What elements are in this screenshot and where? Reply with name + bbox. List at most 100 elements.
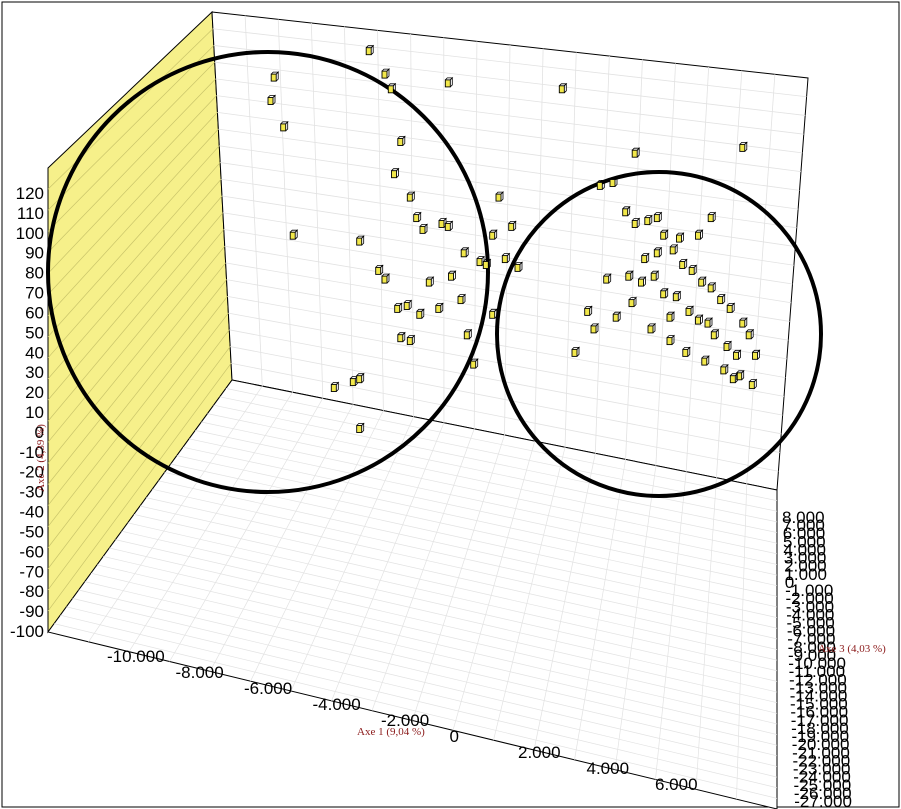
point-box-side <box>646 252 650 263</box>
point-box-face <box>723 343 730 351</box>
point-box-side <box>665 229 669 240</box>
point-box-side <box>731 302 735 313</box>
z-axis-ticks: 8.0007.0006.0005.0004.0003.0002.0001.000… <box>782 508 852 809</box>
floor-gridline-z <box>169 398 324 662</box>
point-box-side <box>494 308 498 319</box>
back-gridline-v <box>746 74 776 484</box>
back-gridline-v <box>685 66 710 472</box>
point-box-face <box>609 179 616 187</box>
data-point <box>584 305 593 316</box>
data-point <box>489 308 498 319</box>
point-box-face <box>701 357 708 366</box>
z-tick-label: -3.000 <box>786 597 834 616</box>
point-box-side <box>453 270 456 281</box>
z-tick-label: -18.000 <box>791 719 849 738</box>
point-box-face <box>495 193 502 202</box>
z-tick-label: -14.000 <box>790 687 848 706</box>
point-box-face <box>704 319 711 328</box>
data-point <box>508 220 517 231</box>
z-tick-label: -22.000 <box>793 751 851 770</box>
point-box-face <box>641 255 648 264</box>
y-tick-label: -40 <box>19 503 44 522</box>
point-box-side <box>671 334 675 345</box>
point-box-side <box>272 94 276 105</box>
point-box-face <box>698 278 705 287</box>
data-point <box>704 317 713 328</box>
floor-gridline-z <box>655 471 687 780</box>
left-gridline <box>47 229 225 443</box>
data-point <box>609 176 618 187</box>
x-tick-label: 0 <box>450 727 459 746</box>
point-box-side <box>494 229 498 240</box>
data-point <box>707 281 717 293</box>
back-gridline-v <box>277 19 293 393</box>
point-box-side <box>636 217 640 228</box>
y-tick-label: 10 <box>25 403 44 422</box>
data-point <box>571 346 580 357</box>
data-point <box>638 276 647 287</box>
data-point <box>489 229 498 240</box>
data-point <box>419 223 428 234</box>
point-box-side <box>754 378 757 389</box>
floor-gridline-z <box>128 392 293 652</box>
floor-gridline-z <box>331 422 445 701</box>
left-gridline <box>47 128 219 316</box>
z-tick-label: -12.000 <box>789 670 847 689</box>
point-box-side <box>285 120 289 132</box>
z-tick-label: -23.000 <box>793 760 851 779</box>
point-box-face <box>625 272 632 281</box>
point-box-side <box>671 311 675 322</box>
data-point <box>612 311 622 322</box>
left-gridline <box>47 162 221 359</box>
data-point <box>752 349 761 360</box>
data-point <box>397 135 406 146</box>
cluster-circle <box>46 50 490 494</box>
point-box-face <box>267 97 274 105</box>
point-box-face <box>381 275 388 284</box>
back-gridline-v <box>655 63 676 466</box>
data-point <box>669 243 679 255</box>
data-point <box>397 331 406 343</box>
data-point <box>666 311 675 322</box>
data-point <box>695 229 704 240</box>
data-point <box>685 305 694 316</box>
z-tick-label: -27.000 <box>794 792 852 809</box>
data-point <box>460 246 470 258</box>
data-point <box>631 147 641 158</box>
x-tick-label: -8.000 <box>176 663 224 682</box>
y-tick-label: -60 <box>19 542 44 561</box>
point-box-face <box>403 302 410 310</box>
point-box-face <box>571 348 578 357</box>
point-box-side <box>462 293 466 304</box>
point-box-face <box>448 272 454 281</box>
y-tick-label: 120 <box>16 184 44 203</box>
point-box-side <box>402 331 406 342</box>
data-point <box>470 358 479 369</box>
floor-gridline-z <box>452 441 536 731</box>
point-box-side <box>294 229 298 240</box>
data-point <box>688 264 698 275</box>
point-box-side <box>725 363 729 375</box>
data-point <box>631 217 641 228</box>
data-point <box>739 317 748 328</box>
floor-gridline-z <box>209 404 354 672</box>
back-gridline-v <box>534 48 544 442</box>
point-box-side <box>659 211 662 222</box>
z-tick-label: -9.000 <box>788 646 836 665</box>
point-box-side <box>608 273 612 284</box>
point-box-side <box>500 191 504 202</box>
point-box-side <box>361 372 365 383</box>
point-box-face <box>622 208 629 217</box>
point-box-face <box>375 266 382 275</box>
point-box-face <box>394 304 401 313</box>
point-box-face <box>666 313 673 322</box>
left-gridline <box>47 262 226 485</box>
left-gridline <box>47 61 215 232</box>
point-box-face <box>387 85 394 94</box>
data-point <box>736 369 745 381</box>
point-box-side <box>741 369 745 381</box>
point-box-side <box>488 258 491 269</box>
z-tick-label: -19.000 <box>791 727 849 746</box>
data-point <box>444 220 454 231</box>
point-box-face <box>596 181 603 190</box>
